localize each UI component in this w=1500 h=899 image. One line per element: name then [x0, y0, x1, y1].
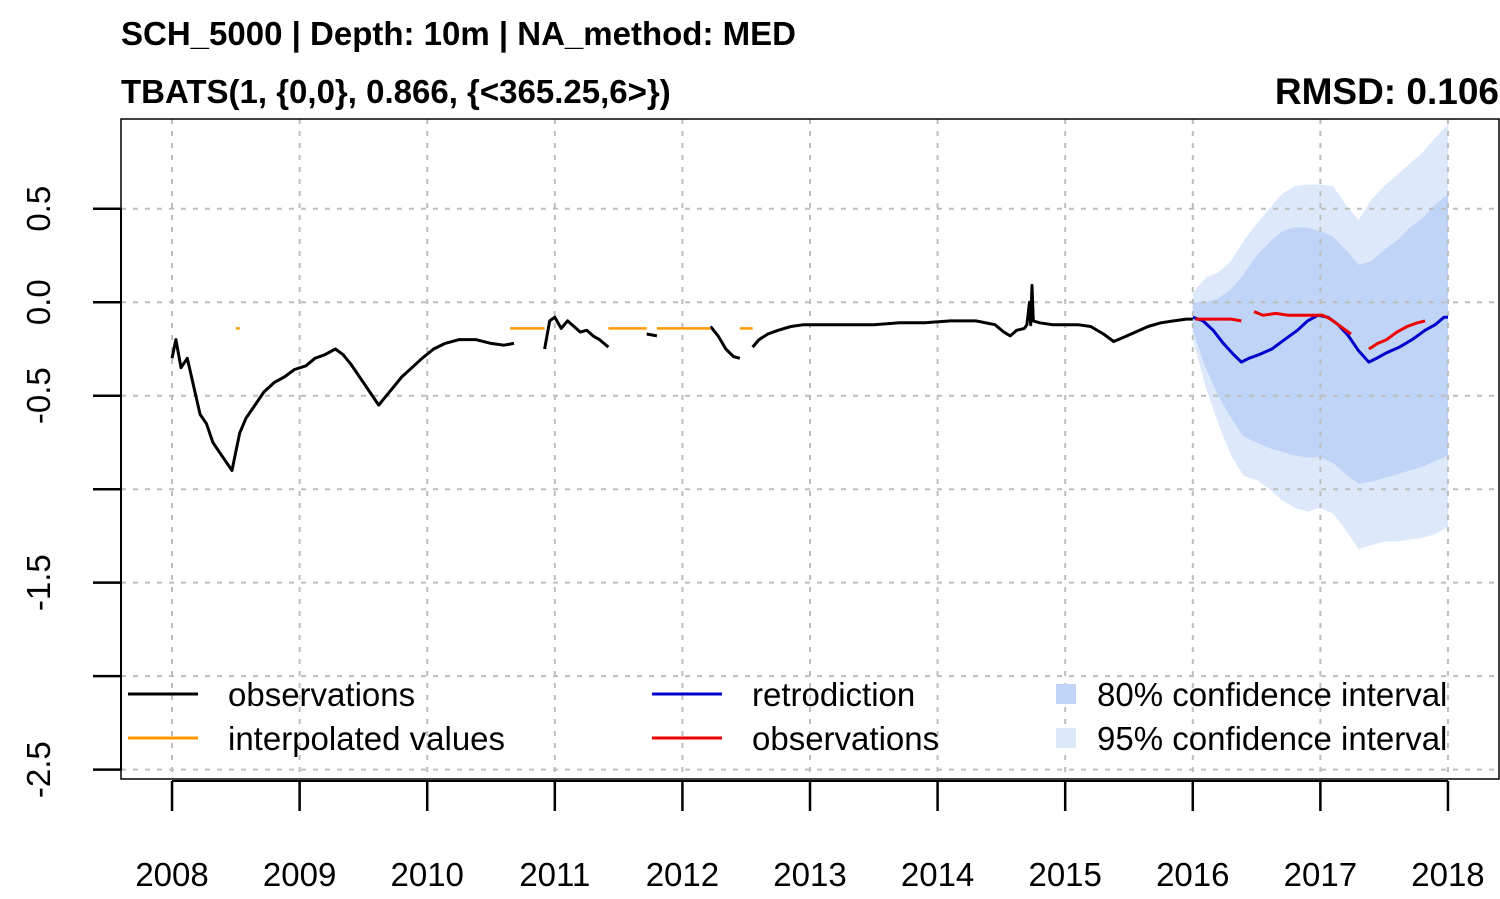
legend-label-5: 95% confidence interval — [1097, 720, 1447, 757]
series-0-segment-1 — [543, 315, 610, 350]
legend: observations interpolated values retrodict… — [128, 676, 1447, 757]
series-3-segment-1 — [1253, 310, 1352, 336]
legend-label-4: 80% confidence interval — [1097, 676, 1447, 713]
chart-subtitle: TBATS(1, {0,0}, 0.866, {<365.25,6>}) — [121, 73, 671, 110]
legend-label-1: interpolated values — [228, 720, 505, 757]
x-tick-label-7: 2015 — [1028, 856, 1101, 893]
x-tick-label-10: 2018 — [1411, 856, 1484, 893]
y-tick-label-2: -1.5 — [20, 554, 57, 611]
y-axis: -2.5 -1.5 -0.5 0.0 0.5 — [20, 186, 122, 798]
x-tick-label-5: 2013 — [773, 856, 846, 893]
y-tick-label-0: -2.5 — [20, 741, 57, 798]
series-3-segment-2 — [1368, 319, 1426, 351]
x-tick-label-6: 2014 — [901, 856, 974, 893]
x-tick-label-2: 2010 — [391, 856, 464, 893]
legend-swatch-4 — [1056, 684, 1076, 704]
series-3-segment-0 — [1195, 317, 1242, 323]
grid-lines — [121, 119, 1499, 779]
plot-area — [121, 119, 1499, 779]
series-0-segment-2 — [646, 332, 658, 338]
series-0-segment-0 — [170, 338, 515, 472]
chart-title: SCH_5000 | Depth: 10m | NA_method: MED — [121, 15, 796, 52]
data-series — [170, 283, 1448, 472]
x-axis: 2008 2009 2010 2011 2012 2013 2014 2015 2016 2017… — [135, 780, 1485, 893]
rmsd-annotation: RMSD: 0.106 — [1275, 71, 1499, 112]
y-tick-label-6: 0.5 — [20, 186, 57, 232]
legend-label-3: observations — [752, 720, 939, 757]
series-0-segment-4 — [751, 283, 1193, 349]
legend-label-0: observations — [228, 676, 415, 713]
series-0-segment-3 — [709, 325, 741, 360]
legend-label-2: retrodiction — [752, 676, 915, 713]
x-tick-label-9: 2017 — [1284, 856, 1357, 893]
x-tick-label-8: 2016 — [1156, 856, 1229, 893]
legend-swatch-5 — [1056, 728, 1076, 748]
x-tick-label-3: 2011 — [519, 856, 590, 893]
x-tick-label-0: 2008 — [135, 856, 208, 893]
y-tick-label-5: 0.0 — [20, 279, 57, 325]
y-tick-label-4: -0.5 — [20, 367, 57, 424]
x-tick-label-4: 2012 — [646, 856, 719, 893]
x-tick-label-1: 2009 — [263, 856, 336, 893]
